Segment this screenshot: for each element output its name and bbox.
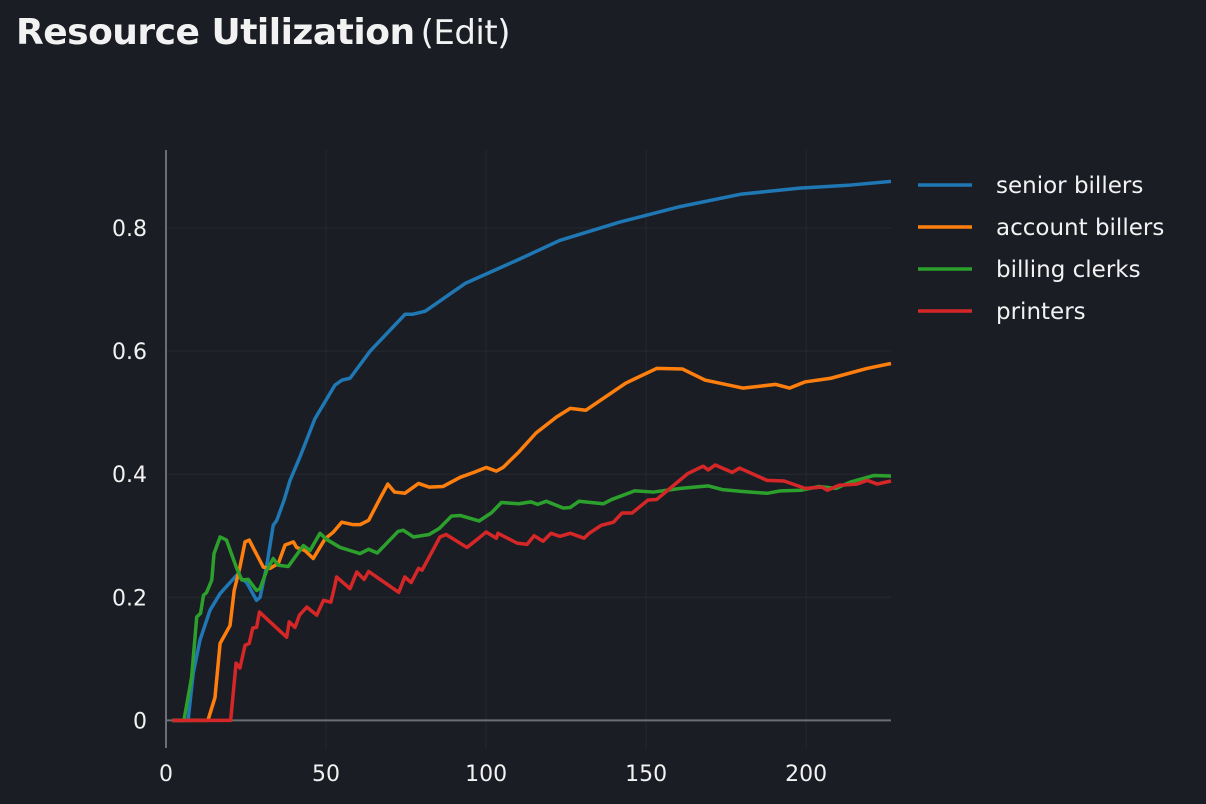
legend-label: account billers [996, 215, 1164, 241]
y-tick-label: 0.8 [112, 217, 147, 242]
x-tick-label: 50 [312, 762, 340, 787]
series-line-account-billers [172, 361, 892, 723]
x-tick-label: 100 [465, 762, 507, 787]
x-tick-label: 200 [785, 762, 827, 787]
legend-item[interactable]: senior billers [918, 173, 1143, 199]
series-line-senior-billers [172, 179, 892, 723]
legend-label: senior billers [996, 173, 1143, 199]
legend-label: printers [996, 299, 1086, 325]
y-tick-label: 0.4 [112, 463, 147, 488]
legend-item[interactable]: printers [918, 299, 1086, 325]
y-tick-label: 0 [133, 709, 147, 734]
page-title: Resource Utilization [16, 12, 415, 53]
y-tick-label: 0.6 [112, 340, 147, 365]
x-tick-label: 150 [625, 762, 667, 787]
series-line-printers [172, 463, 892, 723]
legend-label: billing clerks [996, 257, 1141, 283]
chart-title-bar: Resource Utilization (Edit) [16, 12, 510, 53]
x-tick-label: 0 [159, 762, 173, 787]
legend-item[interactable]: account billers [918, 215, 1164, 241]
y-tick-label: 0.2 [112, 586, 147, 611]
edit-link[interactable]: (Edit) [420, 13, 511, 53]
legend-item[interactable]: billing clerks [918, 257, 1141, 283]
series-line-billing-clerks [172, 473, 892, 723]
